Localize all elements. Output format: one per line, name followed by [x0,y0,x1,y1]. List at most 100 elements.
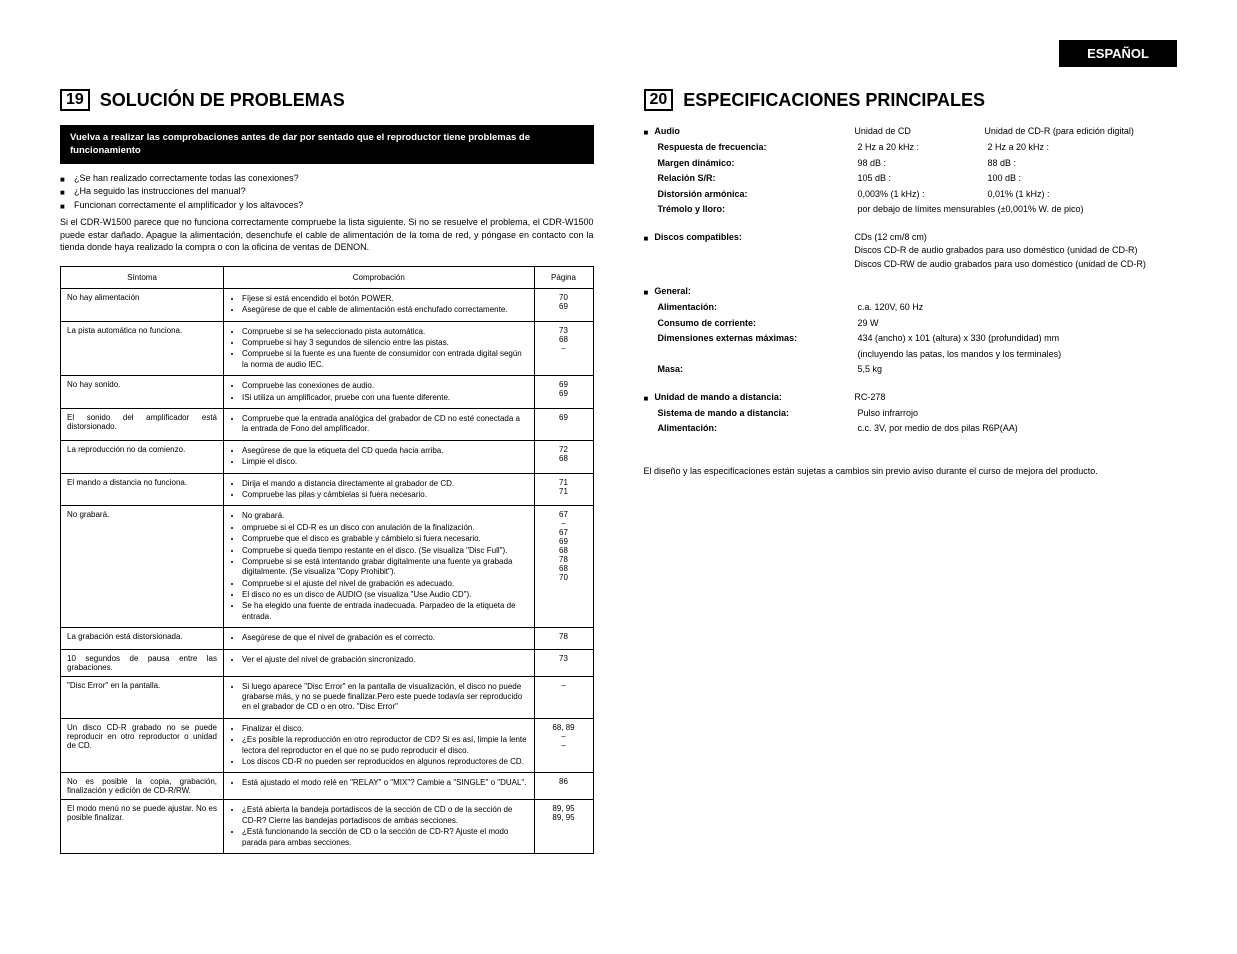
check-cell: Compruebe que la entrada analógica del g… [224,409,535,441]
spec-remote-val: Pulso infrarrojo [858,407,1178,421]
check-item: Finalizar el disco. [242,724,528,734]
check-item: ¿Es posible la reproducción en otro repr… [242,735,528,756]
page-cell: 6969 [534,376,593,409]
check-item: Asegúrese de que la etiqueta del CD qued… [242,446,528,456]
section-20-number: 20 [644,89,674,111]
spec-row-v1: 105 dB : [858,172,988,186]
page-cell: – [534,676,593,718]
check-item: Está ajustado el modo relé en "RELAY" o … [242,778,528,788]
symptom-cell: El modo menú no se puede ajustar. No es … [61,800,224,854]
check-item: Compruebe si hay 3 segundos de silencio … [242,338,528,348]
table-row: No es posible la copia, grabación, final… [61,773,594,800]
spec-mass-label: Masa: [644,363,858,377]
spec-row-v1: 0,003% (1 kHz) : [858,188,988,202]
warning-band: Vuelva a realizar las comprobaciones ant… [60,125,594,164]
check-item: Compruebe si el ajuste del nivel de grab… [242,579,528,589]
spec-audio-col1: Unidad de CD [854,125,984,139]
check-item: ¿Está abierta la bandeja portadiscos de … [242,805,528,826]
page-cell: 7171 [534,473,593,506]
symptom-cell: No hay sonido. [61,376,224,409]
spec-audio-row: Respuesta de frecuencia:2 Hz a 20 kHz :2… [644,141,1178,155]
page-cell: 68, 89–– [534,718,593,773]
spec-row-label: Consumo de corriente: [644,317,858,331]
spec-row-label: Dimensiones externas máximas: [644,332,858,346]
spec-remote-row: Sistema de mando a distancia: Pulso infr… [644,407,1178,421]
spec-row-v2: 2 Hz a 20 kHz : [988,141,1050,155]
check-item: Ver el ajuste del nivel de grabación sin… [242,655,528,665]
symptom-cell: La grabación está distorsionada. [61,628,224,649]
symptom-cell: La pista automática no funciona. [61,321,224,376]
symptom-cell: No hay alimentación [61,288,224,321]
pre-check-list: ¿Se han realizado correctamente todas la… [60,172,594,213]
pre-check-item: Funcionan correctamente el amplificador … [60,199,594,213]
check-cell: Dirija el mando a distancia directamente… [224,473,535,506]
symptom-cell: La reproducción no da comienzo. [61,440,224,473]
check-cell: ¿Está abierta la bandeja portadiscos de … [224,800,535,854]
footnote: El diseño y las especificaciones están s… [644,466,1178,476]
symptom-cell: El sonido del amplificador está distorsi… [61,409,224,441]
spec-tremolo-val: por debajo de límites mensurables (±0,00… [858,203,1178,217]
section-19-title: 19 SOLUCIÓN DE PROBLEMAS [60,89,594,111]
table-row: La pista automática no funciona. Comprueb… [61,321,594,376]
symptom-cell: El mando a distancia no funciona. [61,473,224,506]
check-item: Compruebe las conexiones de audio. [242,381,528,391]
spec-tremolo: Trémolo y lloro: por debajo de límites m… [644,203,1178,217]
check-item: Compruebe si se está intentando grabar d… [242,557,528,578]
spec-row-v2: 0,01% (1 kHz) : [988,188,1050,202]
check-cell: Fíjese si está encendido el botón POWER.… [224,288,535,321]
check-item: Fíjese si está encendido el botón POWER. [242,294,528,304]
page-cell: 67–676968786870 [534,506,593,628]
table-row: No hay sonido.Compruebe las conexiones d… [61,376,594,409]
symptom-cell: "Disc Error" en la pantalla. [61,676,224,718]
spec-remote-label: Unidad de mando a distancia: [654,391,854,405]
spec-row-v1: 2 Hz a 20 kHz : [858,141,988,155]
symptom-cell: No grabará. [61,506,224,628]
table-row: El modo menú no se puede ajustar. No es … [61,800,594,854]
table-row: No grabará.No grabará.ompruebe si el CD-… [61,506,594,628]
symptom-cell: 10 segundos de pausa entre las grabacion… [61,649,224,676]
spec-audio-row: Relación S/R:105 dB :100 dB : [644,172,1178,186]
spec-audio-label: Audio [654,125,854,139]
page-cell: 7069 [534,288,593,321]
pre-check-item: ¿Ha seguido las instrucciones del manual… [60,185,594,199]
left-column: 19 SOLUCIÓN DE PROBLEMAS Vuelva a realiz… [60,79,594,854]
pre-check-item: ¿Se han realizado correctamente todas la… [60,172,594,186]
check-item: Compruebe si se ha seleccionado pista au… [242,327,528,337]
lang-tab: ESPAÑOL [1059,40,1177,67]
page-columns: 19 SOLUCIÓN DE PROBLEMAS Vuelva a realiz… [60,79,1177,854]
spec-tremolo-label: Trémolo y lloro: [644,203,858,217]
symptom-cell: Un disco CD-R grabado no se puede reprod… [61,718,224,773]
check-item: Dirija el mando a distancia directamente… [242,479,528,489]
spec-discs-label: Discos compatibles: [654,231,854,272]
check-item: Limpie el disco. [242,457,528,467]
spec-row-label: Relación S/R: [644,172,858,186]
page-cell: 78 [534,628,593,649]
table-row: "Disc Error" en la pantalla.Si luego apa… [61,676,594,718]
spec-row-label: Distorsión armónica: [644,188,858,202]
check-item: ompruebe si el CD-R es un disco con anul… [242,523,528,533]
page-cell: 7268 [534,440,593,473]
spec-dim-note-val: (incluyendo las patas, los mandos y los … [858,348,1178,362]
table-row: El sonido del amplificador está distorsi… [61,409,594,441]
check-cell: Compruebe las conexiones de audio. ISi ut… [224,376,535,409]
spec-audio-row: Distorsión armónica:0,003% (1 kHz) :0,01… [644,188,1178,202]
spec-discs-val: Discos CD-RW de audio grabados para uso … [854,258,1177,272]
spec-row-val: c.a. 120V, 60 Hz [858,301,1178,315]
spec-row-v1: 98 dB : [858,157,988,171]
page-cell: 89, 9589, 95 [534,800,593,854]
spec-row-val: 29 W [858,317,1178,331]
spec-dim-note: (incluyendo las patas, los mandos y los … [644,348,1178,362]
spec-discs-val: CDs (12 cm/8 cm) [854,231,1177,245]
page-cell: 7368– [534,321,593,376]
check-item: Asegúrese de que el cable de alimentació… [242,305,528,315]
spec-general-row: Alimentación:c.a. 120V, 60 Hz [644,301,1178,315]
table-row: 10 segundos de pausa entre las grabacion… [61,649,594,676]
spec-row-label: Respuesta de frecuencia: [644,141,858,155]
th-symptom: Síntoma [61,266,224,288]
check-item: ISi utiliza un amplificador, pruebe con … [242,393,528,403]
check-cell: Si luego aparece "Disc Error" en la pant… [224,676,535,718]
check-item: Los discos CD-R no pueden ser reproducid… [242,757,528,767]
check-item: Compruebe que la entrada analógica del g… [242,414,528,435]
check-cell: Asegúrese de que el nivel de grabación e… [224,628,535,649]
check-cell: Compruebe si se ha seleccionado pista au… [224,321,535,376]
